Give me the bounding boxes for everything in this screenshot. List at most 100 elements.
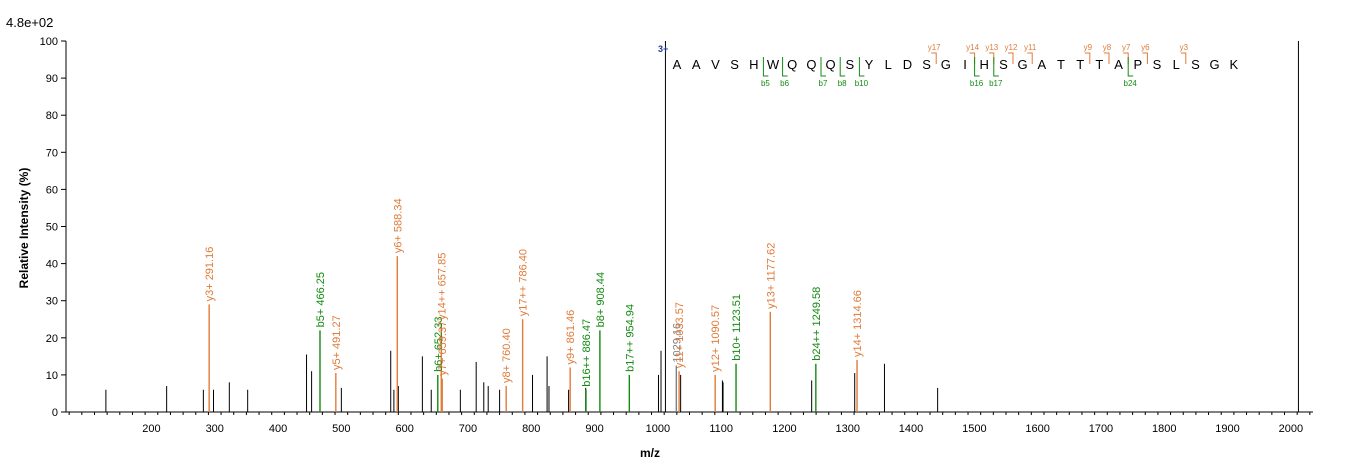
sequence-residue: T [1095, 57, 1103, 72]
y-ion-marker-label: y6 [1141, 43, 1150, 52]
y-tick-label: 90 [46, 73, 58, 85]
sequence-residue: I [963, 57, 967, 72]
x-tick-label: 1400 [899, 423, 923, 435]
y-ion-marker-label: y9 [1084, 43, 1093, 52]
b-ion-marker-label: b24 [1124, 79, 1138, 88]
x-tick-label: 600 [395, 423, 413, 435]
peak-label: y9+ 861.46 [565, 310, 577, 365]
x-tick-label: 2000 [1279, 423, 1303, 435]
peak-label: y13+ 1177.62 [765, 243, 777, 309]
y-ion-marker-label: y17 [928, 43, 941, 52]
y-ion-marker-label: y7 [1122, 43, 1131, 52]
sequence-residue: S [922, 57, 931, 72]
y-ion-marker [1123, 52, 1129, 64]
peak-label: 1029.16 [671, 323, 683, 363]
x-tick-label: 1300 [836, 423, 860, 435]
b-ion-marker-label: b10 [855, 79, 869, 88]
peak-label: b8+ 908.44 [595, 272, 607, 327]
peak-label: b17++ 954.94 [624, 304, 636, 372]
sequence-residue: G [1018, 57, 1028, 72]
sequence-residue: G [1210, 57, 1220, 72]
peak-label: y12+ 1090.57 [710, 305, 722, 372]
sequence-residue: S [1191, 57, 1200, 72]
x-tick-label: 400 [269, 423, 287, 435]
sequence-residue: Q [787, 57, 797, 72]
x-tick-label: 300 [206, 423, 224, 435]
b-ion-marker [1127, 57, 1134, 77]
y-tick-label: 10 [46, 370, 58, 382]
x-tick-label: 200 [142, 423, 160, 435]
sequence-residue: S [999, 57, 1008, 72]
sequence-residue: A [1114, 57, 1123, 72]
y-ion-marker [1008, 52, 1014, 64]
peaks-layer [105, 41, 1299, 412]
y-tick-label: 30 [46, 296, 58, 308]
sequence-residue: T [1057, 57, 1065, 72]
sequence-residue: D [903, 57, 912, 72]
charge-state: 3+ [658, 44, 668, 54]
y-tick-label: 100 [40, 36, 58, 48]
peak-label: y8+ 760.40 [501, 328, 513, 383]
peak-label: b6+ 652.33 [433, 317, 445, 372]
b-ion-marker [762, 57, 769, 77]
sequence-residue: P [1133, 57, 1142, 72]
y-ion-marker-label: y12 [1005, 43, 1018, 52]
axes: 0 10 20 30 40 50 60 70 80 90 100 200 300 400 500 600 700… [40, 36, 1313, 435]
b-ion-marker-label: b7 [819, 79, 828, 88]
x-tick-label: 1900 [1215, 423, 1239, 435]
y-tick-label: 0 [52, 407, 58, 419]
sequence-residue: L [885, 57, 892, 72]
peak-label: y14+ 1314.66 [852, 290, 864, 357]
sequence-residue: H [749, 57, 758, 72]
sequence-residue: H [980, 57, 989, 72]
x-tick-label: 700 [459, 423, 477, 435]
sequence-residue: A [673, 57, 682, 72]
x-tick-label: 900 [585, 423, 603, 435]
sequence-residue: Q [826, 57, 836, 72]
peak-label: y5+ 491.27 [331, 315, 343, 370]
sequence-residue: K [1229, 57, 1238, 72]
x-tick-label: 1000 [646, 423, 670, 435]
intensity-scale-label: 4.8e+02 [6, 15, 53, 30]
sequence-residue: G [941, 57, 951, 72]
b-ion-marker [782, 57, 788, 77]
y-ion-marker [1084, 52, 1091, 64]
y-ion-marker [1104, 52, 1110, 64]
b-ion-marker-label: b8 [838, 79, 847, 88]
sequence-residue: V [711, 57, 720, 72]
sequence-residue: A [692, 57, 701, 72]
peak-label: y3+ 291.16 [204, 247, 216, 302]
y-ion-marker [1027, 52, 1033, 64]
peak-label: y11+ 1033.57 [674, 302, 686, 368]
sequence-residue: W [767, 57, 780, 72]
y-ion-marker-label: y8 [1103, 43, 1112, 52]
b-ion-marker-label: b5 [761, 79, 770, 88]
b-ion-marker [993, 57, 999, 77]
y-ion-marker [931, 52, 937, 64]
y-tick-label: 50 [46, 222, 58, 234]
peak-label: y17++ 786.40 [518, 249, 530, 316]
peak-labels-layer: y3+ 291.16 b5+ 466.25 y5+ 491.27 y6+ 588.34… [204, 198, 864, 386]
x-axis-title: m/z [640, 446, 660, 460]
x-tick-label: 500 [332, 423, 350, 435]
x-tick-label: 1200 [772, 423, 796, 435]
y-ion-marker [1180, 52, 1187, 64]
b-ion-marker [858, 57, 865, 77]
y-ion-marker [988, 52, 995, 64]
y-axis-title: Relative Intensity (%) [17, 168, 31, 289]
sequence-residue: T [1076, 57, 1084, 72]
y-tick-label: 60 [46, 184, 58, 196]
sequence-residue: Y [865, 57, 874, 72]
peak-label: y6+ 588.34 [392, 198, 404, 253]
y-tick-label: 40 [46, 259, 58, 271]
y-tick-label: 70 [46, 147, 58, 159]
sequence-residue: Q [806, 57, 816, 72]
b-ion-marker [839, 57, 846, 77]
y-ion-marker-label: y3 [1180, 43, 1189, 52]
x-tick-label: 1600 [1025, 423, 1049, 435]
y-ion-marker [1142, 52, 1148, 64]
y-ion-marker-label: y14 [966, 43, 979, 52]
sequence-residue: S [730, 57, 739, 72]
sequence-residue: A [1037, 57, 1046, 72]
